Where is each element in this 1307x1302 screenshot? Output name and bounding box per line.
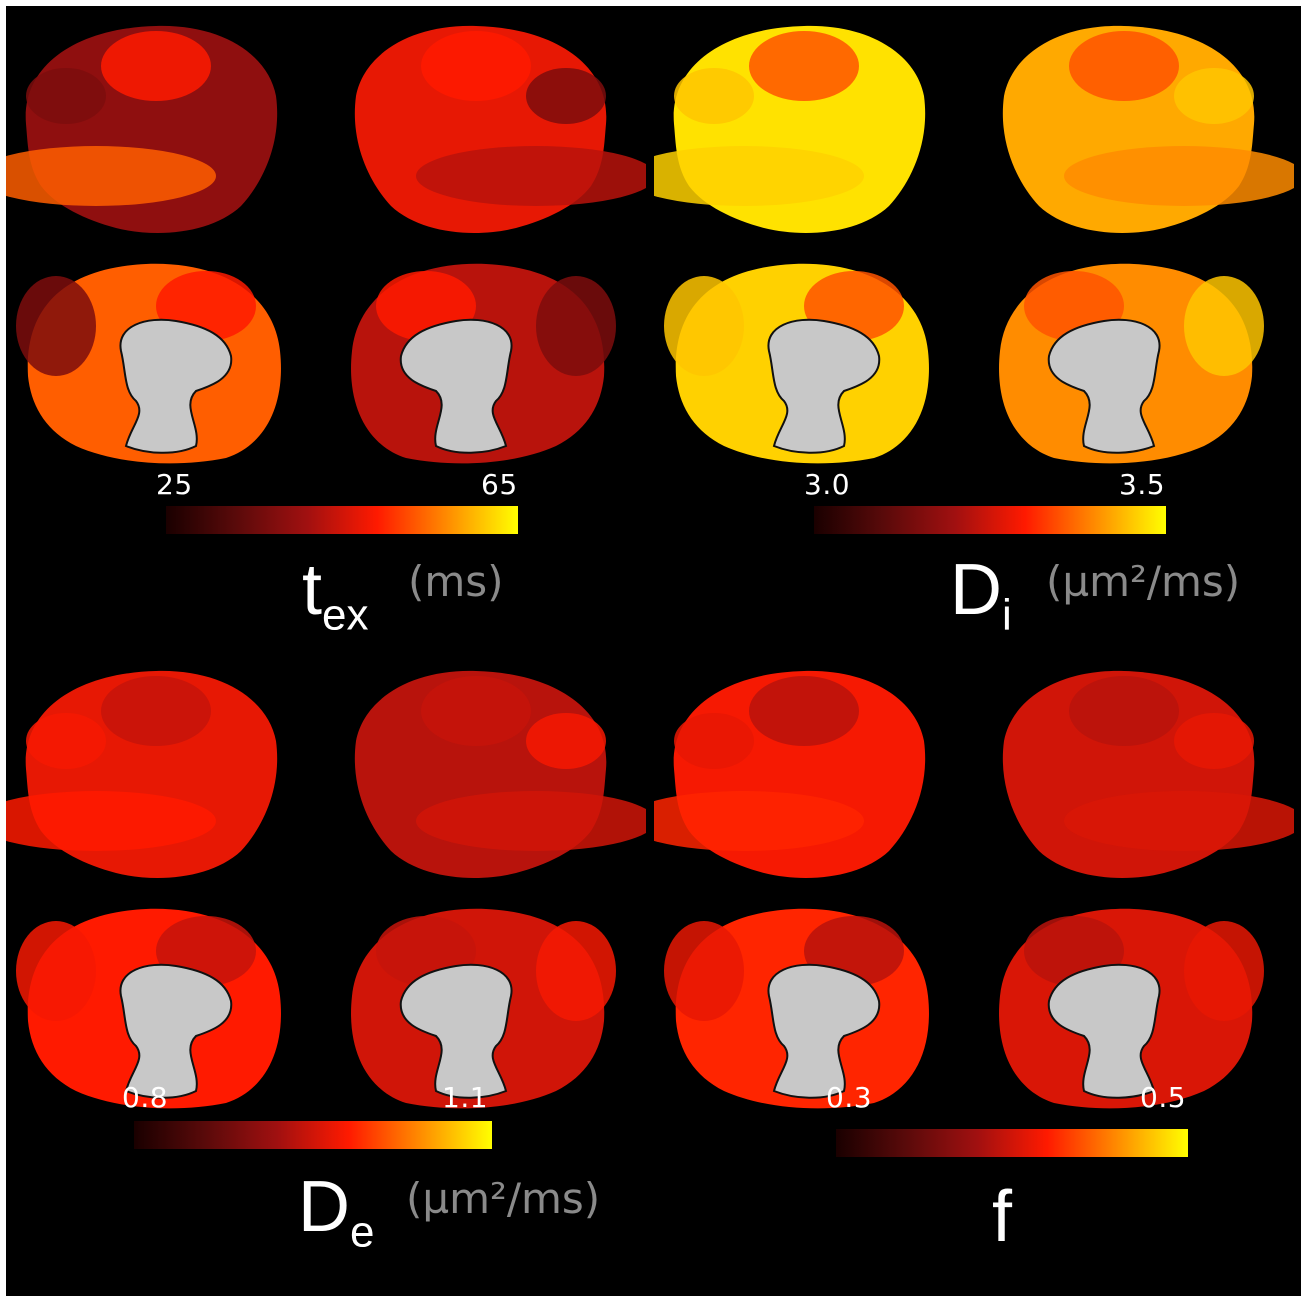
parcel-region [101,676,211,746]
parcel-region [1184,921,1264,1021]
parcel-region [26,713,106,769]
parameter-unit: (ms) [408,557,504,606]
parameter-symbol: f [992,1177,1013,1257]
parcel-region [674,713,754,769]
right-lateral-hemisphere [1002,25,1294,233]
parcel-region [674,68,754,124]
right-lateral-hemisphere [1002,670,1294,878]
parcel-region [416,791,646,851]
panel-de: 0.8 1.1 De (µm²/ms) [6,651,646,1291]
right-medial-hemisphere [999,263,1264,464]
parcel-region [749,31,859,101]
brain-maps-f [654,670,1294,1109]
parcel-region [664,276,744,376]
medial-wall [399,963,513,1099]
brain-maps-tex [6,25,646,464]
right-lateral-hemisphere [354,670,646,878]
parameter-unit: (µm²/ms) [406,1174,601,1223]
medial-wall [767,318,881,454]
colorbar-max-label: 0.5 [1140,1081,1187,1114]
colorbar-min-label: 25 [156,468,193,501]
parcel-region [6,146,216,206]
right-medial-hemisphere [351,263,616,464]
parcel-region [16,276,96,376]
parcel-region [536,276,616,376]
parcel-region [1184,276,1264,376]
parcel-region [664,921,744,1021]
left-lateral-hemisphere [654,25,926,233]
parcel-region [526,68,606,124]
parcel-region [421,676,531,746]
colorbar-min-label: 0.8 [122,1081,169,1114]
parcel-region [526,713,606,769]
parcel-region [6,791,216,851]
parcel-region [749,676,859,746]
parcel-region [1064,146,1294,206]
figure-canvas: 25 65 tex (ms) 3.0 3.5 Di (µm²/ms) 0.8 1… [6,6,1301,1296]
parcel-region [26,68,106,124]
medial-wall [119,318,233,454]
parcel-region [536,921,616,1021]
parcel-region [1069,676,1179,746]
parcel-region [1069,31,1179,101]
colorbar [134,1121,492,1149]
right-medial-hemisphere [351,908,616,1109]
parcel-region [654,146,864,206]
parcel-region [16,921,96,1021]
left-medial-hemisphere [664,263,929,464]
parcel-region [421,31,531,101]
colorbar [836,1129,1188,1157]
panel-di: 3.0 3.5 Di (µm²/ms) [654,6,1294,646]
colorbar-max-label: 65 [481,468,518,501]
colorbar-min-label: 0.3 [826,1081,873,1114]
panel-tex: 25 65 tex (ms) [6,6,646,646]
parameter-symbol: De [298,1167,375,1257]
left-medial-hemisphere [664,908,929,1109]
parameter-symbol: tex [302,550,369,640]
left-medial-hemisphere [16,263,281,464]
brain-maps-de [6,670,646,1109]
left-lateral-hemisphere [6,25,278,233]
right-lateral-hemisphere [354,25,646,233]
medial-wall [399,318,513,454]
colorbar-max-label: 1.1 [442,1081,489,1114]
left-lateral-hemisphere [6,670,278,878]
left-medial-hemisphere [16,908,281,1109]
panel-f: 0.3 0.5 f [654,651,1294,1291]
parcel-region [1174,68,1254,124]
parcel-region [1174,713,1254,769]
medial-wall [1047,318,1161,454]
parameter-symbol: Di [950,550,1012,640]
right-medial-hemisphere [999,908,1264,1109]
medial-wall [767,963,881,1099]
colorbar [814,506,1166,534]
left-lateral-hemisphere [654,670,926,878]
colorbar-min-label: 3.0 [804,468,851,501]
parameter-unit: (µm²/ms) [1046,557,1241,606]
medial-wall [119,963,233,1099]
parcel-region [101,31,211,101]
parcel-region [654,791,864,851]
parcel-region [416,146,646,206]
medial-wall [1047,963,1161,1099]
colorbar [166,506,518,534]
colorbar-max-label: 3.5 [1119,468,1166,501]
parcel-region [1064,791,1294,851]
brain-maps-di [654,25,1294,464]
